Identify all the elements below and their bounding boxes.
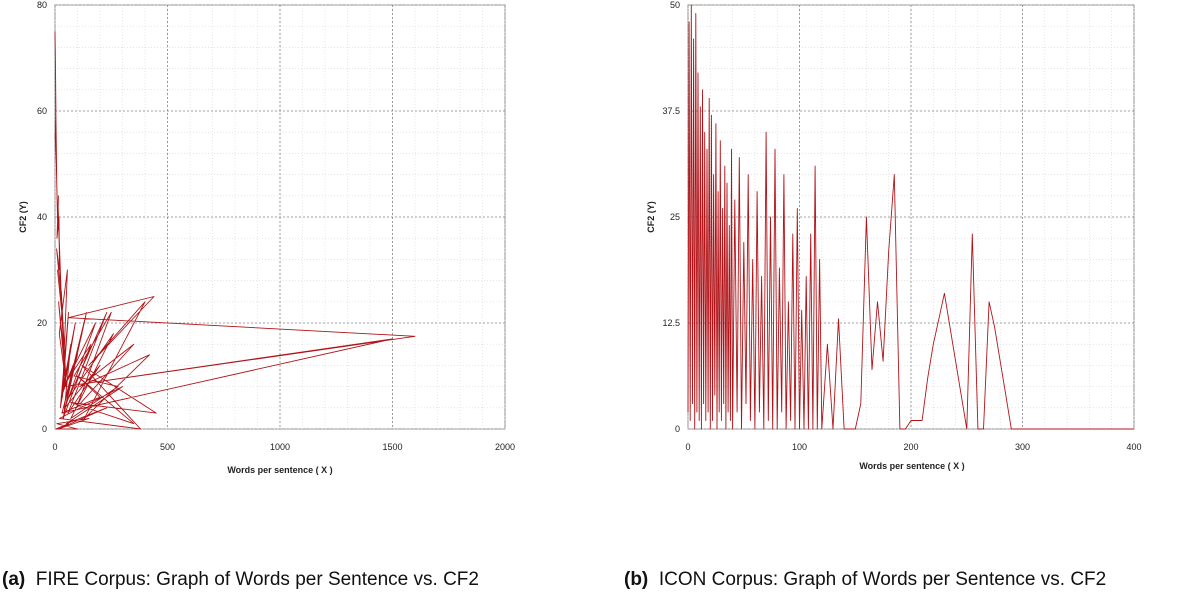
y-tick-label: 80: [37, 0, 47, 10]
y-tick-label: 0: [42, 424, 47, 434]
y-tick-label: 50: [670, 0, 680, 10]
x-axis-label: Words per sentence ( X ): [859, 461, 964, 471]
x-tick-label: 400: [1126, 442, 1141, 452]
y-tick-label: 0: [675, 424, 680, 434]
series-line-cf2: [54, 31, 416, 430]
y-tick-label: 60: [37, 106, 47, 116]
caption-b: (b) ICON Corpus: Graph of Words per Sent…: [624, 569, 1106, 591]
chart-fire-corpus: 0 500 1000 1500 2000 0 20 40 60 80 Words per sen…: [18, 0, 515, 475]
x-tick-label: 500: [160, 442, 175, 452]
y-tick-label: 12.5: [662, 318, 680, 328]
chart-icon-corpus: 0 100 200 300 400 0 12.5 25 37.5 50 Words per se…: [646, 0, 1142, 471]
x-tick-label: 200: [903, 442, 918, 452]
x-axis-label: Words per sentence ( X ): [227, 465, 332, 475]
y-axis-label: CF2 (Y): [646, 201, 656, 233]
x-tick-label: 100: [792, 442, 807, 452]
caption-a: (a) FIRE Corpus: Graph of Words per Sent…: [2, 569, 479, 591]
y-tick-label: 37.5: [662, 106, 680, 116]
x-tick-label: 1500: [382, 442, 402, 452]
caption-a-label: (a): [2, 569, 26, 590]
x-tick-label: 2000: [495, 442, 515, 452]
caption-a-title: FIRE Corpus: Graph of Words per Sentence…: [35, 569, 479, 590]
caption-b-title: ICON Corpus: Graph of Words per Sentence…: [658, 569, 1107, 590]
x-tick-label: 0: [685, 442, 690, 452]
y-tick-label: 40: [37, 212, 47, 222]
y-tick-label: 25: [670, 212, 680, 222]
series-line-cf2: [687, 4, 1134, 430]
x-tick-label: 1000: [270, 442, 290, 452]
y-tick-label: 20: [37, 318, 47, 328]
y-axis-label: CF2 (Y): [18, 201, 28, 233]
x-tick-label: 0: [52, 442, 57, 452]
caption-b-label: (b): [624, 569, 649, 590]
x-tick-label: 300: [1015, 442, 1030, 452]
